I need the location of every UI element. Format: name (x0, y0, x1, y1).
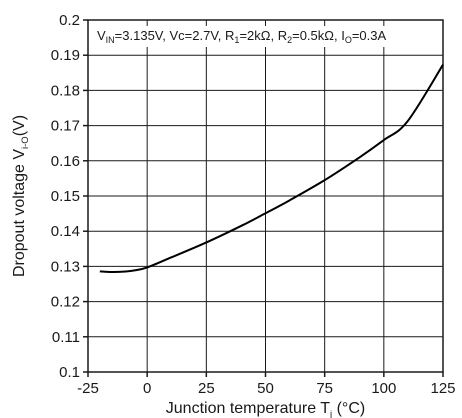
y-axis-title: Dropout voltage Vi-O(V) (11, 115, 31, 277)
conditions-annotation: VIN=3.135V, Vc=2.7V, R1=2kΩ, R2=0.5kΩ, I… (97, 28, 387, 45)
y-tick-label: 0.11 (52, 329, 80, 346)
y-tick-label: 0.16 (51, 153, 80, 170)
x-tick-label: 100 (371, 380, 396, 397)
x-axis-title: Junction temperature Tj (°C) (166, 400, 365, 418)
grid (88, 20, 443, 372)
y-tick-label: 0.15 (51, 188, 80, 205)
x-tick-label: 125 (430, 380, 455, 397)
x-tick-label: 75 (316, 380, 333, 397)
y-tick-label: 0.2 (59, 12, 80, 29)
y-tick-label: 0.19 (51, 47, 80, 64)
y-tick-label: 0.1 (59, 364, 80, 381)
series-line (99, 64, 444, 274)
x-tick-label: 25 (198, 380, 215, 397)
x-tick-label: -25 (77, 380, 99, 397)
x-tick-label: 0 (143, 380, 151, 397)
y-tick-label: 0.14 (51, 223, 80, 240)
y-tick-label: 0.12 (51, 294, 80, 311)
annotation-box (94, 26, 390, 47)
axis-ticks: -25 0 25 50 75 100 125 0.1 0.11 0.12 0.13 0.14 0.15 0… (51, 12, 456, 397)
y-tick-label: 0.18 (51, 82, 80, 99)
y-tick-label: 0.17 (51, 118, 80, 135)
x-tick-label: 50 (257, 380, 274, 397)
y-tick-label: 0.13 (51, 258, 80, 275)
